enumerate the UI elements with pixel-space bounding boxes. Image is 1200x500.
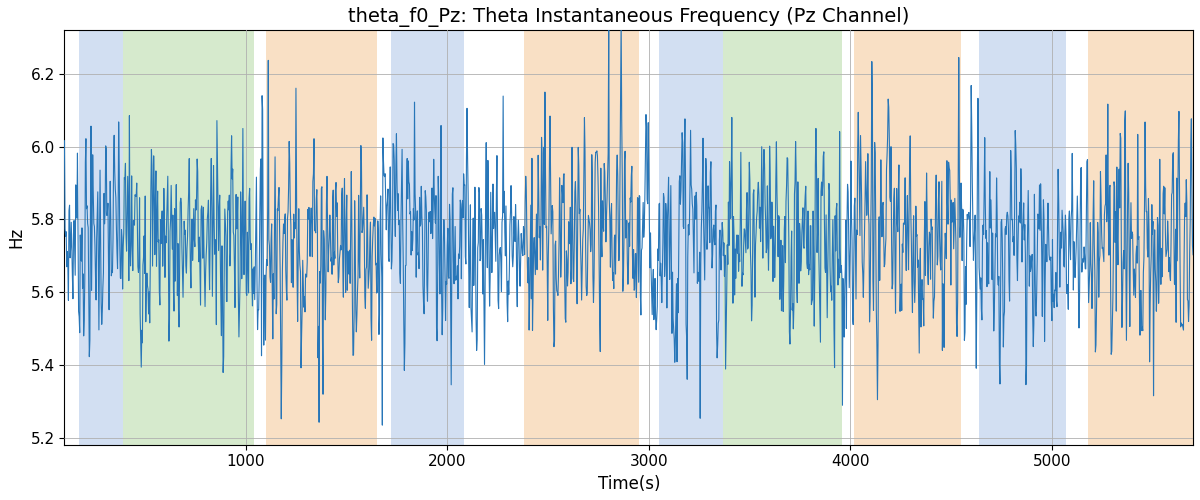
Title: theta_f0_Pz: Theta Instantaneous Frequency (Pz Channel): theta_f0_Pz: Theta Instantaneous Frequen… — [348, 7, 910, 27]
Bar — [391, 30, 463, 445]
Bar — [724, 30, 842, 445]
Bar — [78, 30, 122, 445]
Bar — [854, 30, 961, 445]
Bar — [266, 30, 377, 445]
Bar — [1088, 30, 1193, 445]
Bar — [979, 30, 1066, 445]
X-axis label: Time(s): Time(s) — [598, 475, 660, 493]
Bar — [659, 30, 724, 445]
Bar — [524, 30, 638, 445]
Y-axis label: Hz: Hz — [7, 227, 25, 248]
Bar — [122, 30, 254, 445]
